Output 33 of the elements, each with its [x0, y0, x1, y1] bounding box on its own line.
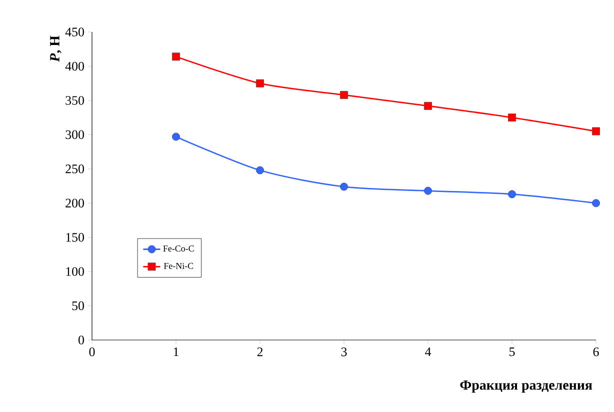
x-tick-label: 5	[510, 348, 515, 356]
point	[424, 102, 432, 110]
point	[172, 132, 180, 141]
y-tick-label: 350	[66, 96, 84, 105]
x-tick-label: 3	[341, 348, 347, 356]
legend-label: Fe-Ni-C	[164, 262, 194, 269]
x-tick-label: 2	[257, 348, 263, 356]
point	[340, 182, 348, 191]
y-axis-title: P, Н	[50, 36, 62, 62]
y-tick-label: 400	[65, 62, 84, 71]
y-tick-label: 250	[66, 164, 84, 174]
point	[172, 52, 180, 61]
x-axis-title: Фракция разделения	[460, 380, 592, 393]
point	[592, 127, 600, 136]
x-tick-label: 4	[425, 348, 432, 356]
y-tick-label: 100	[66, 267, 84, 276]
y-tick-label: 50	[72, 301, 84, 310]
y-tick-label: 150	[66, 232, 84, 242]
legend-label: Fe-Co-C	[163, 246, 194, 252]
point	[508, 190, 516, 198]
y-tick-label: 200	[66, 198, 84, 208]
point	[256, 79, 264, 88]
point	[508, 114, 516, 122]
x-tick-label: 6	[593, 348, 599, 356]
y-tick-label: 450	[65, 28, 84, 36]
x-tick-label: 0	[89, 348, 95, 356]
point	[424, 186, 432, 195]
y-tick-label: 300	[66, 130, 84, 140]
x-tick-label: 1	[174, 348, 178, 356]
point	[340, 90, 348, 99]
y-tick-label: 0	[78, 336, 84, 344]
point	[256, 166, 264, 174]
point	[592, 199, 600, 208]
